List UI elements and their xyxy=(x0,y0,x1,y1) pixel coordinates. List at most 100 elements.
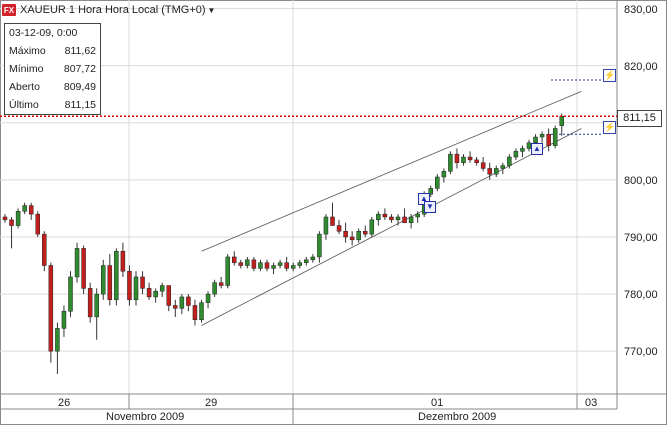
fx-logo-icon: FX xyxy=(2,4,16,16)
y-tick-label: 790,00 xyxy=(624,232,658,244)
candle-body-up xyxy=(317,233,322,258)
candle-body-down xyxy=(238,262,244,266)
candle-body-down xyxy=(480,162,486,169)
candle-body-down xyxy=(336,225,342,232)
candle-body-up xyxy=(408,216,414,223)
x-day-label: 26 xyxy=(58,397,71,409)
candle-body-up xyxy=(395,216,401,221)
candle-body-up xyxy=(55,328,60,352)
y-tick-label: 770,00 xyxy=(624,346,658,358)
candle-body-up xyxy=(101,265,106,295)
candle-body-up xyxy=(356,231,361,241)
info-row-open: Aberto 809,49 xyxy=(5,78,100,96)
candle-body-up xyxy=(507,156,512,166)
candle-body-down xyxy=(487,168,492,175)
candle-body-up xyxy=(74,248,80,278)
last-price-tag: 811,15 xyxy=(617,110,662,127)
candle-body-down xyxy=(146,288,152,298)
arrow-up-marker-icon[interactable]: ▲ xyxy=(531,143,543,155)
candle-body-down xyxy=(120,250,126,272)
info-label: Aberto xyxy=(9,81,40,93)
candle-body-down xyxy=(35,213,40,235)
info-value: 809,49 xyxy=(63,81,96,93)
candle-body-up xyxy=(205,293,211,303)
candle-body-down xyxy=(284,262,289,269)
channel-upper-line xyxy=(201,90,582,252)
candle-body-down xyxy=(166,285,171,306)
symbol-title-bar[interactable]: FX XAUEUR 1 Hora Hora Local (TMG+0) ▼ xyxy=(2,2,215,18)
x-month-label: Dezembro 2009 xyxy=(418,411,497,423)
candle-body-down xyxy=(264,262,270,269)
candle-body-down xyxy=(173,305,178,309)
candle-body-down xyxy=(192,305,198,321)
candle-body-up xyxy=(441,171,447,178)
candle-body-up xyxy=(114,250,119,301)
candle-body-up xyxy=(376,213,381,221)
candle-body-up xyxy=(245,259,250,266)
candle-body-down xyxy=(330,216,335,226)
candle-body-up xyxy=(428,188,433,195)
info-label: Último xyxy=(9,99,39,111)
candle-body-up xyxy=(500,165,506,169)
candle-body-up xyxy=(290,265,296,269)
candle-body-up xyxy=(533,136,538,144)
candle-body-up xyxy=(513,151,519,158)
candle-body-up xyxy=(153,290,158,298)
candle-body-down xyxy=(382,213,388,218)
candle-body-down xyxy=(87,288,93,318)
candle-body-up xyxy=(159,285,165,292)
y-tick-label: 830,00 xyxy=(624,4,658,16)
info-row-last: Último 811,15 xyxy=(5,96,100,114)
x-month-label: Novembro 2009 xyxy=(106,411,185,423)
y-tick-label: 780,00 xyxy=(624,289,658,301)
candle-body-down xyxy=(9,219,14,226)
candle-body-up xyxy=(277,262,283,266)
candle-body-down xyxy=(232,256,237,263)
candle-body-up xyxy=(323,216,329,235)
info-label: Máximo xyxy=(9,45,46,57)
candle-body-down xyxy=(454,153,460,163)
candle-body-up xyxy=(520,148,525,152)
candle-body-up xyxy=(415,213,420,218)
candle-body-up xyxy=(304,259,309,263)
candle-body-up xyxy=(435,176,440,189)
candle-body-down xyxy=(107,265,113,301)
candle-body-up xyxy=(310,256,316,261)
candle-body-down xyxy=(402,216,407,223)
arrow-down-marker-icon[interactable]: ▼ xyxy=(424,201,436,213)
chart-alert-icon[interactable]: ⚡ xyxy=(603,69,616,82)
candle-body-up xyxy=(369,219,375,235)
candle-body-down xyxy=(349,236,355,241)
candle-body-down xyxy=(186,296,191,306)
candle-body-up xyxy=(258,262,263,269)
info-row-high: Máximo 811,62 xyxy=(5,42,100,60)
candle-body-up xyxy=(179,296,185,309)
chart-alert-icon[interactable]: ⚡ xyxy=(603,121,616,134)
candle-body-up xyxy=(539,133,545,138)
candle-body-up xyxy=(494,168,499,175)
candle-body-up xyxy=(68,276,73,312)
y-tick-label: 820,00 xyxy=(624,61,658,73)
info-value: 811,15 xyxy=(64,99,96,111)
candle-body-down xyxy=(28,205,34,215)
y-tick-label: 800,00 xyxy=(624,175,658,187)
candle-body-down xyxy=(251,259,257,269)
ohlc-info-box: 03-12-09, 0:00 Máximo 811,62 Mínimo 807,… xyxy=(4,23,101,115)
candle-body-down xyxy=(343,231,348,238)
caret-down-icon[interactable]: ▼ xyxy=(207,5,216,15)
candle-body-up xyxy=(61,310,67,329)
candle-body-up xyxy=(212,282,217,295)
candle-body-down xyxy=(218,282,224,286)
candle-body-up xyxy=(199,302,204,321)
candle-body-up xyxy=(448,153,453,172)
candle-body-up xyxy=(552,128,558,146)
candle-body-down xyxy=(389,216,394,221)
candle-body-down xyxy=(363,231,368,235)
candle-body-up xyxy=(297,262,302,266)
candle-body-down xyxy=(467,156,473,161)
candle-body-down xyxy=(546,133,551,146)
chart-title: XAUEUR 1 Hora Hora Local (TMG+0) xyxy=(20,4,206,16)
candle-body-down xyxy=(42,233,47,266)
